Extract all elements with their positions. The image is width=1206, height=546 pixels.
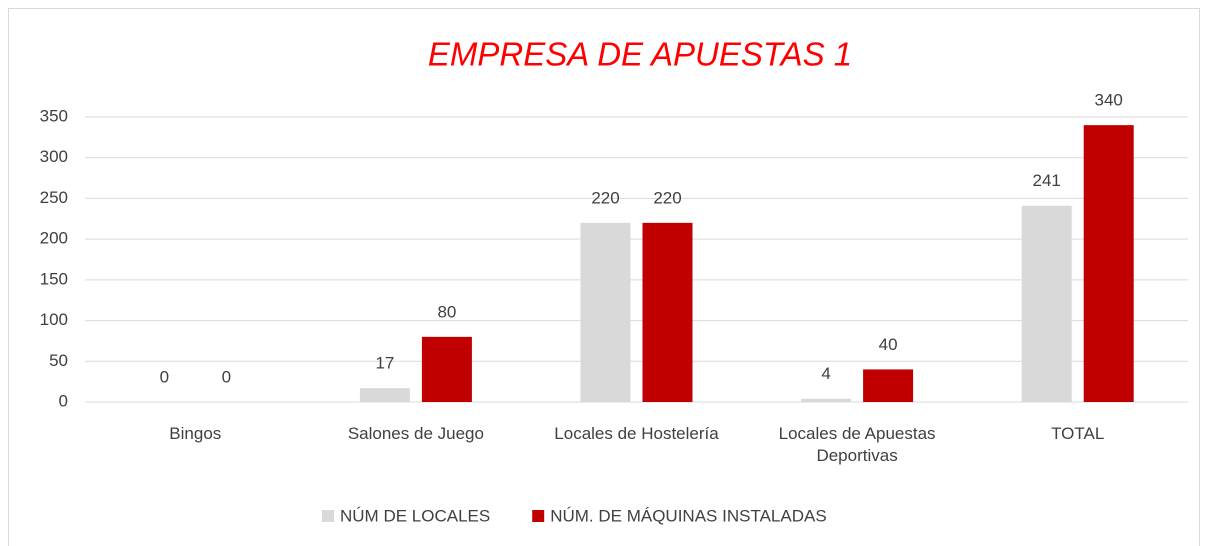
x-tick-label: TOTAL	[1051, 424, 1105, 443]
x-tick-label: Locales de Apuestas Deportivas	[778, 424, 936, 465]
data-label: 4	[821, 364, 830, 383]
y-tick-label: 50	[49, 351, 68, 370]
bar	[421, 336, 472, 402]
data-label: 40	[879, 335, 898, 354]
data-label: 0	[160, 367, 169, 386]
bar	[580, 222, 631, 402]
bar	[1083, 125, 1134, 403]
x-tick-label: Salones de Juego	[347, 424, 484, 443]
data-label: 340	[1095, 91, 1123, 110]
bar	[642, 222, 693, 402]
data-label: 80	[437, 302, 456, 321]
y-tick-label: 0	[59, 391, 68, 410]
legend-label: NÚM DE LOCALES	[340, 506, 490, 525]
x-tick-label: Locales de Hostelería	[554, 424, 719, 443]
y-tick-label: 350	[40, 106, 68, 125]
bar	[359, 388, 410, 402]
y-tick-label: 300	[40, 147, 68, 166]
x-tick-label: Bingos	[169, 424, 222, 443]
legend-label: NÚM. DE MÁQUINAS INSTALADAS	[550, 506, 826, 525]
bar	[1021, 205, 1072, 402]
y-tick-label: 100	[40, 310, 68, 329]
data-label: 0	[222, 367, 231, 386]
y-tick-label: 200	[40, 229, 68, 248]
data-label: 241	[1033, 171, 1061, 190]
y-tick-label: 150	[40, 269, 68, 288]
data-label: 220	[653, 188, 681, 207]
chart-title: EMPRESA DE APUESTAS 1	[428, 36, 852, 73]
y-tick-label: 250	[40, 188, 68, 207]
chart-border	[8, 8, 1200, 546]
legend-swatch	[532, 510, 545, 522]
data-label: 220	[591, 188, 619, 207]
legend-swatch	[322, 510, 334, 522]
data-label: 17	[375, 354, 394, 373]
bar	[801, 398, 852, 402]
bar	[863, 369, 914, 402]
